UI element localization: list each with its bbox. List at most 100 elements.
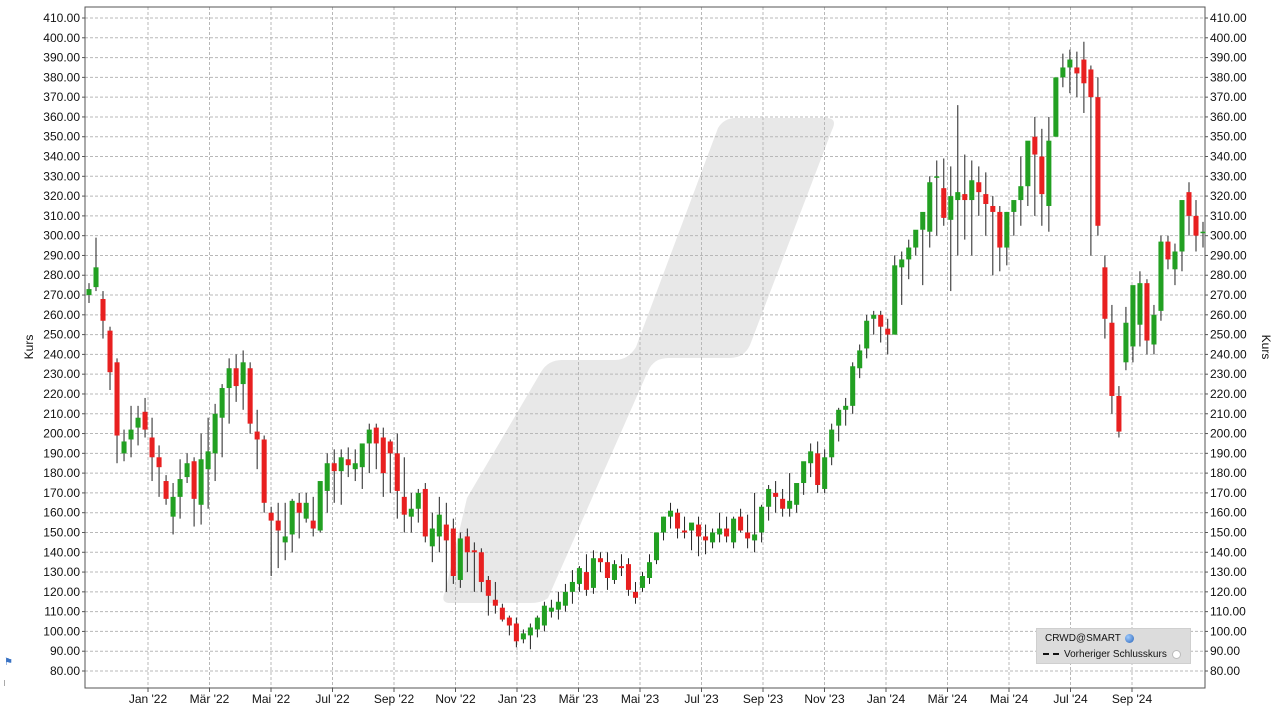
candle-body	[401, 496, 407, 515]
y-tick-label-left: 180.00	[43, 466, 80, 480]
flag-icon[interactable]: ⚑	[4, 657, 13, 668]
candle-up	[527, 623, 533, 650]
candle-body	[100, 298, 106, 321]
candle-body	[653, 532, 660, 561]
x-tick-label: Jan '23	[498, 692, 537, 706]
candle-down	[191, 457, 197, 527]
candle-up	[752, 492, 758, 553]
candle-up	[562, 583, 568, 612]
candle-body	[808, 451, 814, 464]
y-tick-label-left: 370.00	[43, 90, 80, 104]
candle-body	[541, 605, 547, 626]
candle-up	[576, 566, 582, 592]
candle-body	[1095, 97, 1101, 226]
candle-down	[149, 417, 155, 482]
candle-body	[759, 506, 765, 533]
candle-down	[618, 554, 625, 577]
candle-body	[114, 362, 120, 436]
candle-up	[766, 484, 772, 521]
candle-body	[1172, 251, 1178, 270]
candle-body	[226, 368, 232, 389]
candle-down	[632, 581, 639, 604]
candle-body	[177, 479, 183, 497]
y-axis-label-left: Kurs	[22, 335, 36, 360]
y-tick-label-right: 360.00	[1210, 110, 1247, 124]
y-tick-label-right: 140.00	[1210, 545, 1247, 559]
candle-up	[1060, 53, 1066, 88]
candle-down	[450, 518, 456, 584]
candle-body	[857, 350, 863, 369]
x-axis: Jan '22 Mär '22 Mai '22 Jul '22 Sep '22 Nov '…	[129, 688, 1152, 706]
candle-body	[534, 617, 540, 630]
candle-up	[927, 176, 933, 248]
candle-up	[121, 429, 127, 462]
candle-body	[1158, 241, 1164, 311]
candle-up	[660, 516, 667, 541]
candle-body	[170, 496, 176, 517]
candle-body	[1123, 322, 1129, 363]
candle-down	[464, 528, 470, 573]
candle-up	[205, 417, 211, 509]
candle-down	[976, 166, 982, 216]
x-tick-label: Jan '22	[129, 692, 168, 706]
candle-body	[710, 532, 716, 543]
candle-up	[1179, 200, 1185, 272]
candle-body	[801, 461, 807, 484]
side-scale-marks	[4, 680, 17, 686]
candle-body	[703, 536, 709, 541]
candle-down	[492, 581, 498, 614]
candle-down	[1102, 255, 1108, 339]
candle-body	[219, 388, 225, 418]
y-tick-label-left: 100.00	[43, 624, 80, 638]
candle-body	[717, 528, 723, 535]
candle-up	[1053, 77, 1059, 137]
candle-up	[1137, 271, 1143, 347]
candle-up	[639, 572, 646, 592]
candle-down	[1116, 386, 1122, 438]
candle-body	[724, 528, 730, 537]
candle-body	[878, 314, 884, 327]
plot-area-frame	[84, 6, 1206, 689]
y-tick-label-left: 410.00	[43, 11, 80, 25]
candle-body	[247, 368, 253, 424]
candle-up	[913, 229, 919, 256]
candle-down	[1095, 77, 1101, 236]
candle-down	[1039, 128, 1045, 226]
y-tick-label-left: 210.00	[43, 407, 80, 421]
candle-down	[254, 409, 260, 470]
y-tick-label-right: 270.00	[1210, 288, 1247, 302]
candle-down	[114, 358, 120, 464]
candle-down	[142, 397, 148, 438]
candle-body	[927, 182, 933, 232]
candle-body	[976, 182, 982, 193]
y-tick-label-right: 200.00	[1210, 427, 1247, 441]
candle-body	[899, 259, 905, 268]
y-tick-label-right: 110.00	[1210, 605, 1246, 619]
candle-up	[1130, 285, 1136, 363]
y-tick-label-left: 140.00	[43, 545, 80, 559]
candle-body	[1179, 200, 1185, 252]
toggle-dot-icon[interactable]	[1171, 649, 1181, 659]
candle-body	[997, 211, 1003, 248]
candle-up	[731, 516, 737, 549]
y-tick-label-left: 170.00	[43, 486, 80, 500]
candle-body	[471, 550, 477, 553]
y-tick-label-left: 160.00	[43, 506, 80, 520]
candle-body	[457, 538, 463, 580]
candle-down	[380, 427, 386, 497]
candle-down	[1088, 65, 1094, 256]
y-axis-right: 80.00 90.00 100.00 110.00 120.00 130.00 140.00…	[1205, 11, 1247, 678]
x-tick-label: Jan '24	[867, 692, 906, 706]
candle-body	[387, 441, 393, 454]
candle-body	[766, 488, 772, 507]
y-tick-label-right: 190.00	[1210, 446, 1247, 460]
candle-down	[604, 552, 610, 590]
candle-body	[969, 180, 975, 201]
candle-body	[338, 457, 344, 472]
watermark-logo	[443, 118, 834, 603]
candle-up	[1018, 156, 1024, 226]
candle-body	[149, 437, 155, 458]
candle-body	[625, 564, 632, 590]
y-tick-label-left: 150.00	[43, 525, 80, 539]
candle-body	[815, 453, 821, 485]
